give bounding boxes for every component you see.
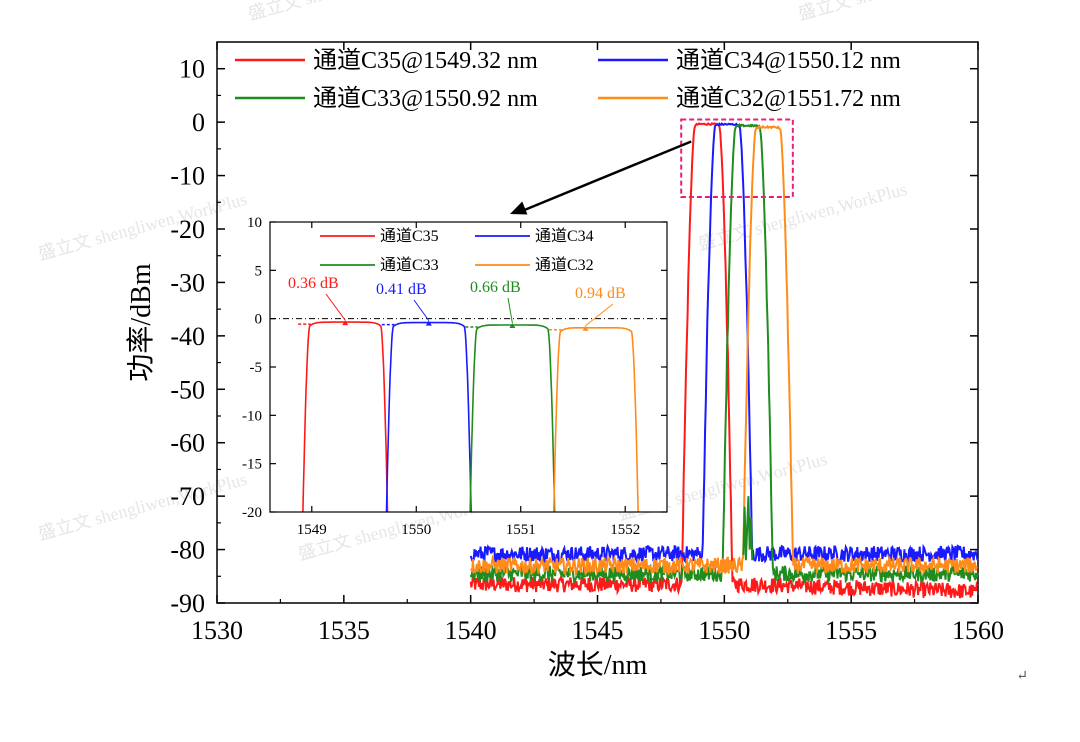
main-curves: [469, 122, 979, 599]
y-axis-title: 功率/dBm: [125, 263, 157, 381]
x-tick-label: 1555: [825, 616, 877, 645]
inset-series-line: [552, 326, 639, 512]
y-tick-label: -40: [170, 322, 205, 351]
inset-annotation-arrow-head: [342, 320, 349, 326]
inset-annotation-arrow-head: [582, 325, 589, 331]
inset-y-tick-label: -5: [250, 360, 263, 376]
x-tick-label: 1550: [698, 616, 750, 645]
y-tick-label: -70: [170, 482, 205, 511]
inset-annotation-arrow: [325, 293, 346, 321]
inset-peak-annotation: 0.66 dB: [470, 279, 521, 296]
inset-legend-label: 通道C34: [535, 227, 594, 245]
pointer-arrow: [521, 140, 692, 213]
inset-x-tick-label: 1549: [297, 522, 327, 538]
x-tick-label: 1560: [952, 616, 1004, 645]
legend-label: 通道C33@1550.92 nm: [313, 85, 538, 112]
legend-label: 通道C32@1551.72 nm: [676, 85, 901, 112]
inset-x-tick-label: 1551: [506, 522, 536, 538]
main-series-line: [469, 123, 979, 585]
x-tick-label: 1535: [318, 616, 370, 645]
y-tick-label: -80: [170, 536, 205, 565]
inset-peak-annotation: 0.41 dB: [376, 281, 427, 298]
inset-background: [270, 222, 667, 512]
inset-y-tick-label: 5: [255, 263, 263, 279]
highlight-box: [680, 118, 794, 198]
inset-annotation-arrow: [507, 297, 513, 324]
inset-annotation-arrow-head: [425, 320, 432, 326]
inset-x-tick-label: 1552: [610, 522, 640, 538]
pointer-arrow-head: [510, 201, 528, 215]
inset-annotations: 0.36 dB 0.41 dB 0.66 dB 0.94 dB: [288, 275, 626, 331]
inset-annotation-arrow: [413, 299, 430, 321]
main-ticks: 1530 1535 1540 1545 1550 1555 1560 10 0 -10 -20 -30…: [170, 42, 1004, 645]
y-tick-label: 10: [179, 55, 205, 84]
y-tick-label: -50: [170, 375, 205, 404]
inset-y-tick-label: 0: [255, 312, 263, 328]
watermark-text: 盛立文 shengliwen,WorkPlus: [696, 179, 909, 254]
y-tick-label: 0: [192, 108, 205, 137]
inset-peak-annotation: 0.94 dB: [575, 285, 626, 302]
inset-x-tick-label: 1550: [401, 522, 431, 538]
inset-ticks: 1549 1550 1551 1552 10 5 0 -5 -10 -15 -20: [242, 215, 667, 538]
inset-y-tick-label: -10: [242, 408, 262, 424]
main-chart: 1530 1535 1540 1545 1550 1555 1560 10 0 -10 -20 -30…: [125, 41, 1004, 681]
main-series-spike: [742, 496, 754, 561]
y-tick-label: -20: [170, 215, 205, 244]
inset-y-tick-label: -20: [242, 505, 262, 521]
return-mark: ↵: [1016, 669, 1028, 684]
watermark-text: 盛立文 shengliwen,WorkPlus: [796, 0, 1009, 24]
watermark-text: 盛立文 shengliwen,WorkPlus: [246, 0, 459, 24]
inset-peak-annotation: 0.36 dB: [288, 275, 339, 292]
x-tick-label: 1530: [191, 616, 243, 645]
inset-legend: 通道C35 通道C34 通道C33 通道C32: [320, 227, 594, 274]
inset-y-tick-label: 10: [247, 215, 262, 231]
inset-legend-label: 通道C32: [535, 256, 594, 274]
y-tick-label: -90: [170, 589, 205, 618]
main-legend: 通道C35@1549.32 nm 通道C34@1550.12 nm 通道C33@15…: [235, 47, 901, 112]
inset-annotation-arrow: [585, 303, 614, 327]
main-series-line: [470, 124, 979, 577]
legend-label: 通道C35@1549.32 nm: [313, 47, 538, 74]
y-tick-label: -10: [170, 162, 205, 191]
x-axis-title: 波长/nm: [548, 649, 648, 681]
y-tick-label: -30: [170, 268, 205, 297]
main-series-line: [469, 122, 979, 566]
legend-label: 通道C34@1550.12 nm: [676, 47, 901, 74]
main-series-line: [469, 122, 979, 599]
inset-annotation-arrow-head: [509, 323, 516, 329]
inset-y-tick-label: -15: [242, 457, 262, 473]
inset-legend-label: 通道C35: [380, 227, 439, 245]
x-tick-label: 1540: [445, 616, 497, 645]
x-tick-label: 1545: [572, 616, 624, 645]
inset-legend-label: 通道C33: [380, 256, 439, 274]
y-tick-label: -60: [170, 429, 205, 458]
